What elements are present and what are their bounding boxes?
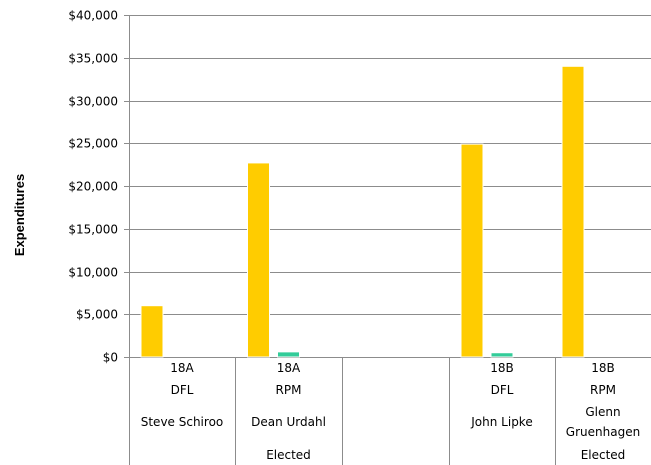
bar-secondary bbox=[490, 352, 514, 358]
y-tick-label: $5,000 bbox=[76, 308, 118, 322]
category-name-label: Dean Urdahl bbox=[251, 415, 326, 429]
y-tick-label: $20,000 bbox=[68, 180, 118, 194]
y-tick-label: $30,000 bbox=[68, 95, 118, 109]
gridlines bbox=[129, 15, 651, 358]
category-name-label: Steve Schiroo bbox=[141, 415, 224, 429]
bars bbox=[140, 65, 585, 358]
bar-expenditure bbox=[460, 143, 484, 358]
category-status-label: Elected bbox=[581, 448, 626, 462]
bar-secondary bbox=[277, 351, 300, 358]
category-district-label: 18B bbox=[591, 361, 615, 375]
category-party-label: DFL bbox=[491, 383, 514, 397]
category-name2-label: Gruenhagen bbox=[566, 425, 640, 439]
bar-expenditure bbox=[140, 305, 164, 358]
category-district-label: 18A bbox=[277, 361, 301, 375]
y-tick-label: $10,000 bbox=[68, 266, 118, 280]
y-tick-label: $0 bbox=[103, 351, 118, 365]
bar-expenditure bbox=[561, 65, 585, 358]
y-tick-label: $25,000 bbox=[68, 137, 118, 151]
category-district-label: 18B bbox=[490, 361, 514, 375]
category-party-label: RPM bbox=[590, 383, 616, 397]
y-axis-ticks: $0 $5,000 $10,000 $15,000 $20,000 $25,000 $30,… bbox=[68, 9, 129, 365]
bar-expenditure bbox=[247, 162, 270, 358]
category-status-label: Elected bbox=[266, 448, 311, 462]
y-tick-label: $15,000 bbox=[68, 223, 118, 237]
y-axis-label: Expenditures bbox=[12, 174, 27, 256]
category-district-label: 18A bbox=[170, 361, 194, 375]
category-party-label: RPM bbox=[276, 383, 302, 397]
category-name-label: Glenn bbox=[585, 405, 620, 419]
category-name-label: John Lipke bbox=[470, 415, 532, 429]
y-tick-label: $40,000 bbox=[68, 9, 118, 23]
category-labels: 18A DFL Steve Schiroo 18A RPM Dean Urdahl Elec… bbox=[129, 357, 640, 465]
category-party-label: DFL bbox=[171, 383, 194, 397]
y-tick-label: $35,000 bbox=[68, 52, 118, 66]
